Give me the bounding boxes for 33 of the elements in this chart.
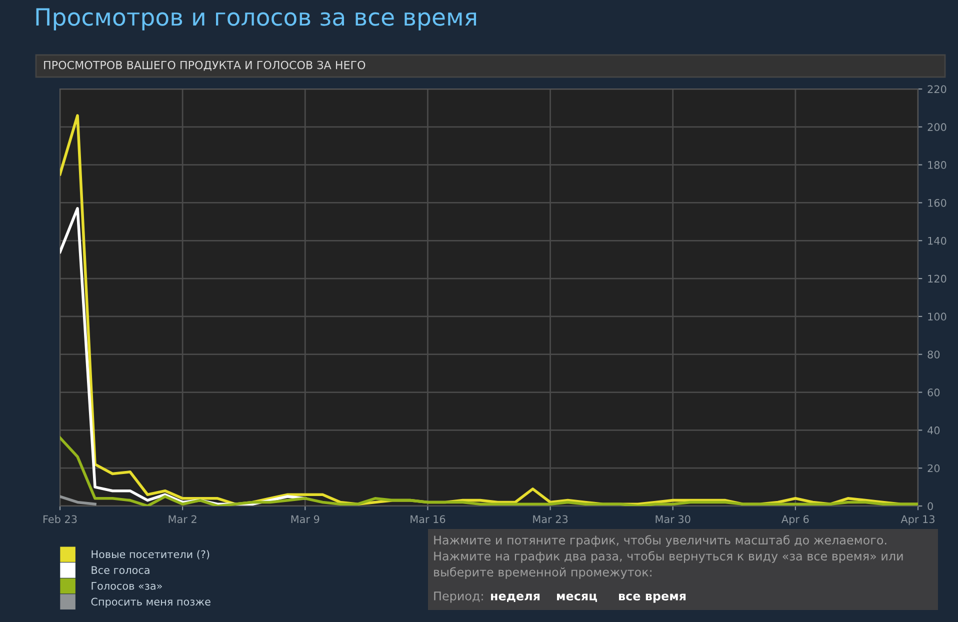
- legend-label: Все голоса: [92, 566, 150, 574]
- y-tick-label: 60: [928, 388, 940, 396]
- chart-title: Просмотров и голосов за все время: [36, 8, 476, 30]
- text: неделя: [491, 594, 540, 602]
- y-tick-label: 180: [928, 161, 946, 169]
- chart-subtitle: ПРОСМОТРОВ ВАШЕГО ПРОДУКТА И ГОЛОСОВ ЗА НЕГО: [44, 60, 366, 71]
- x-tick-label: Mar 16: [410, 515, 446, 524]
- text: Нажмите на график два раза, чтобы вернуться к виду «за все время» или: [434, 551, 903, 563]
- x-tick-label: Feb 23: [44, 515, 77, 524]
- x-tick-label: Mar 2: [168, 515, 196, 524]
- text: все время: [619, 594, 686, 603]
- y-tick-label: 0: [928, 502, 933, 510]
- text: Нажмите и потяните график, чтобы увеличить масштаб до желаемого.: [434, 535, 886, 547]
- legend-label: Спросить меня позже: [91, 598, 210, 608]
- y-tick-label: 140: [928, 236, 946, 245]
- x-tick-label: Apr 13: [900, 515, 934, 526]
- y-tick-label: 220: [928, 85, 946, 94]
- y-tick-label: 40: [928, 426, 940, 434]
- text: месяц: [557, 594, 597, 602]
- text: Период:: [434, 592, 483, 603]
- y-tick-label: 200: [928, 123, 946, 132]
- x-tick-label: Mar 23: [533, 515, 568, 524]
- x-tick-label: Mar 9: [291, 515, 320, 524]
- x-tick-label: Apr 6: [782, 515, 809, 526]
- legend-label: Голосов «за»: [92, 582, 162, 590]
- y-tick-label: 20: [928, 464, 940, 472]
- y-tick-label: 100: [928, 312, 946, 321]
- y-tick-label: 160: [928, 198, 946, 207]
- x-tick-label: Mar 30: [656, 515, 690, 524]
- y-tick-label: 80: [928, 350, 940, 358]
- text: выберите временной промежуток:: [434, 567, 652, 579]
- y-tick-label: 120: [928, 274, 946, 283]
- legend-label: Новые посетители (?): [92, 550, 210, 560]
